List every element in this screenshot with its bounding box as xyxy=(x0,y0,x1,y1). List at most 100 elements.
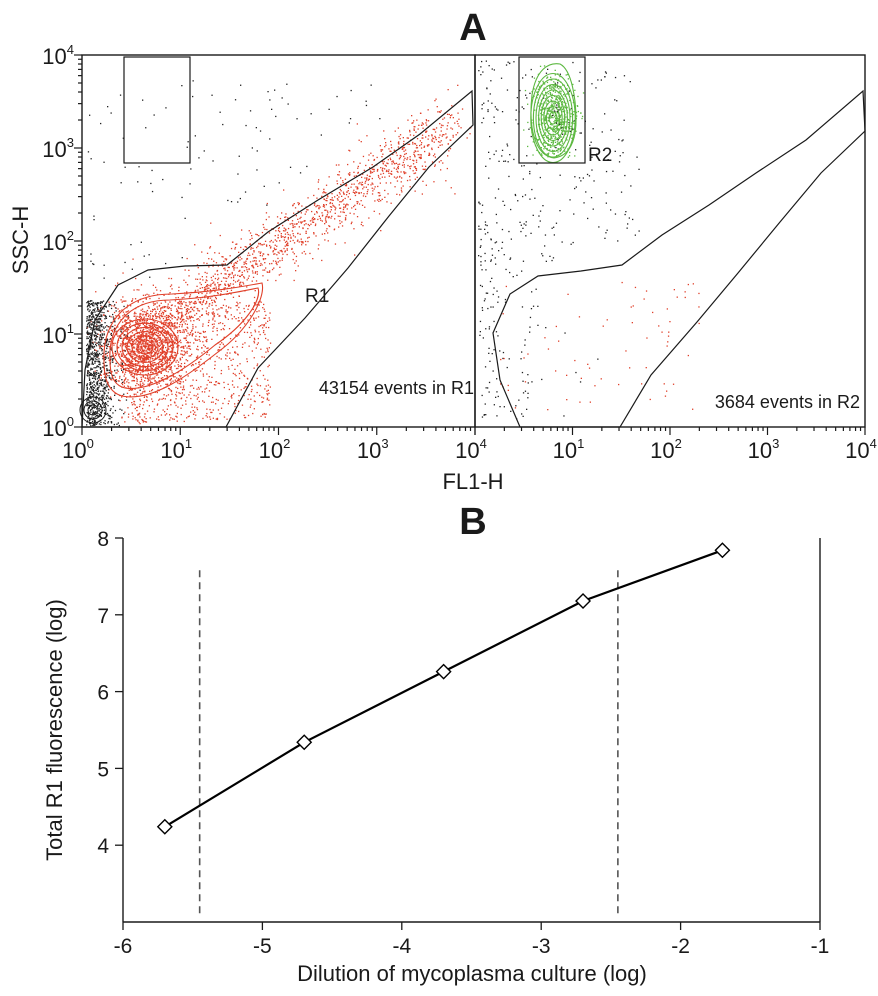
r1-event-point xyxy=(317,181,319,183)
r2-event-point xyxy=(551,93,553,95)
background-event-point xyxy=(97,302,99,304)
r1-event-point xyxy=(118,380,120,382)
r1-event-point xyxy=(142,329,144,331)
r1-event-point xyxy=(329,202,331,205)
background-event-point xyxy=(162,178,164,181)
r1-event-point xyxy=(345,205,347,207)
r1-event-point xyxy=(195,278,197,280)
r1-event-point xyxy=(176,309,179,312)
r1-event-point xyxy=(153,411,155,413)
background-event-point xyxy=(99,396,101,399)
r1-event-point xyxy=(425,131,427,133)
r1-event-point xyxy=(287,227,290,230)
r1-event-point xyxy=(167,336,169,338)
r1-event-point xyxy=(238,395,240,397)
r1-event-point xyxy=(314,224,317,227)
background-event-point xyxy=(86,383,89,385)
r1-event-point xyxy=(420,154,422,156)
r1-event-point xyxy=(155,369,157,371)
r1-event-point xyxy=(243,387,245,389)
r1-event-point xyxy=(252,272,254,274)
background-event-point xyxy=(98,393,101,395)
r2-event-point xyxy=(552,84,554,86)
r1-event-point xyxy=(366,177,368,179)
r1-event-point xyxy=(338,226,340,228)
r1-event-point xyxy=(217,265,219,267)
r1-event-point xyxy=(183,330,185,332)
r1-event-point xyxy=(256,273,258,275)
r1-event-point xyxy=(324,239,326,241)
background-event-point xyxy=(107,351,110,353)
r1-event-point xyxy=(347,196,349,198)
r1-event-point xyxy=(165,322,167,324)
r1-event-point xyxy=(166,408,168,410)
r1-event-point xyxy=(140,336,142,339)
r1-event-point xyxy=(141,334,143,336)
r1-event-point xyxy=(423,168,425,171)
r1-event-point xyxy=(313,219,315,221)
r1-event-point xyxy=(126,329,129,331)
r1-event-point xyxy=(207,321,210,323)
background-event-point xyxy=(91,377,94,379)
r1-event-point xyxy=(119,375,121,378)
r1-event-point xyxy=(166,359,168,361)
background-event-point xyxy=(93,219,95,221)
r1-event-point xyxy=(145,335,147,338)
r1-event-point xyxy=(193,310,195,312)
r1-event-point xyxy=(145,344,147,346)
r1-event-point xyxy=(268,271,271,273)
r1-event-point xyxy=(157,416,159,418)
background-event-point xyxy=(123,305,125,308)
r1-event-point xyxy=(155,317,157,319)
r1-event-point xyxy=(227,383,229,385)
r1-event-point xyxy=(273,247,275,249)
r1-event-point xyxy=(223,386,225,389)
background-event-point xyxy=(110,397,112,399)
r1-event-point xyxy=(126,361,128,363)
r2-event-point xyxy=(533,77,536,79)
background-event-point xyxy=(109,416,111,418)
r1-event-point xyxy=(167,331,169,333)
r1-event-point xyxy=(161,347,163,349)
r1-event-point xyxy=(416,147,419,149)
r1-event-point xyxy=(224,267,226,269)
background-event-point xyxy=(99,309,101,311)
r1-event-point xyxy=(209,303,211,305)
r1-event-point xyxy=(148,337,151,339)
r1-event-point xyxy=(206,284,208,287)
r1-event-point xyxy=(178,290,180,292)
r1-event-point xyxy=(177,313,179,315)
r1-event-point xyxy=(403,166,405,168)
background-event-point xyxy=(86,332,89,334)
r1-event-point xyxy=(153,370,156,372)
r1-event-point xyxy=(169,341,171,344)
r1-event-point xyxy=(305,232,307,234)
background-event-point xyxy=(109,409,111,412)
r1-event-point xyxy=(145,311,147,313)
r1-event-point xyxy=(159,339,161,341)
background-event-point xyxy=(108,331,110,333)
r1-event-point xyxy=(170,321,173,324)
background-event-point xyxy=(88,374,90,376)
r1-event-point xyxy=(140,316,143,319)
r1-event-point xyxy=(254,400,256,403)
r1-event-point xyxy=(170,277,173,280)
r1-event-point xyxy=(121,325,123,327)
r1-event-point xyxy=(367,183,369,186)
r1-event-point xyxy=(145,320,147,322)
background-event-point xyxy=(87,348,89,350)
r1-event-point xyxy=(141,321,143,323)
r1-event-point xyxy=(251,265,253,267)
r1-event-point xyxy=(412,159,414,161)
r1-event-point xyxy=(176,416,178,418)
background-event-point xyxy=(114,409,117,412)
r1-event-point xyxy=(224,273,226,275)
r1-event-point xyxy=(128,361,130,364)
r1-event-point xyxy=(140,347,142,349)
r1-event-point xyxy=(414,156,416,158)
r1-event-point xyxy=(198,400,200,403)
r1-event-point xyxy=(234,274,236,276)
r1-event-point xyxy=(142,294,145,296)
r1-event-point xyxy=(158,297,160,300)
r1-event-point xyxy=(176,412,178,415)
